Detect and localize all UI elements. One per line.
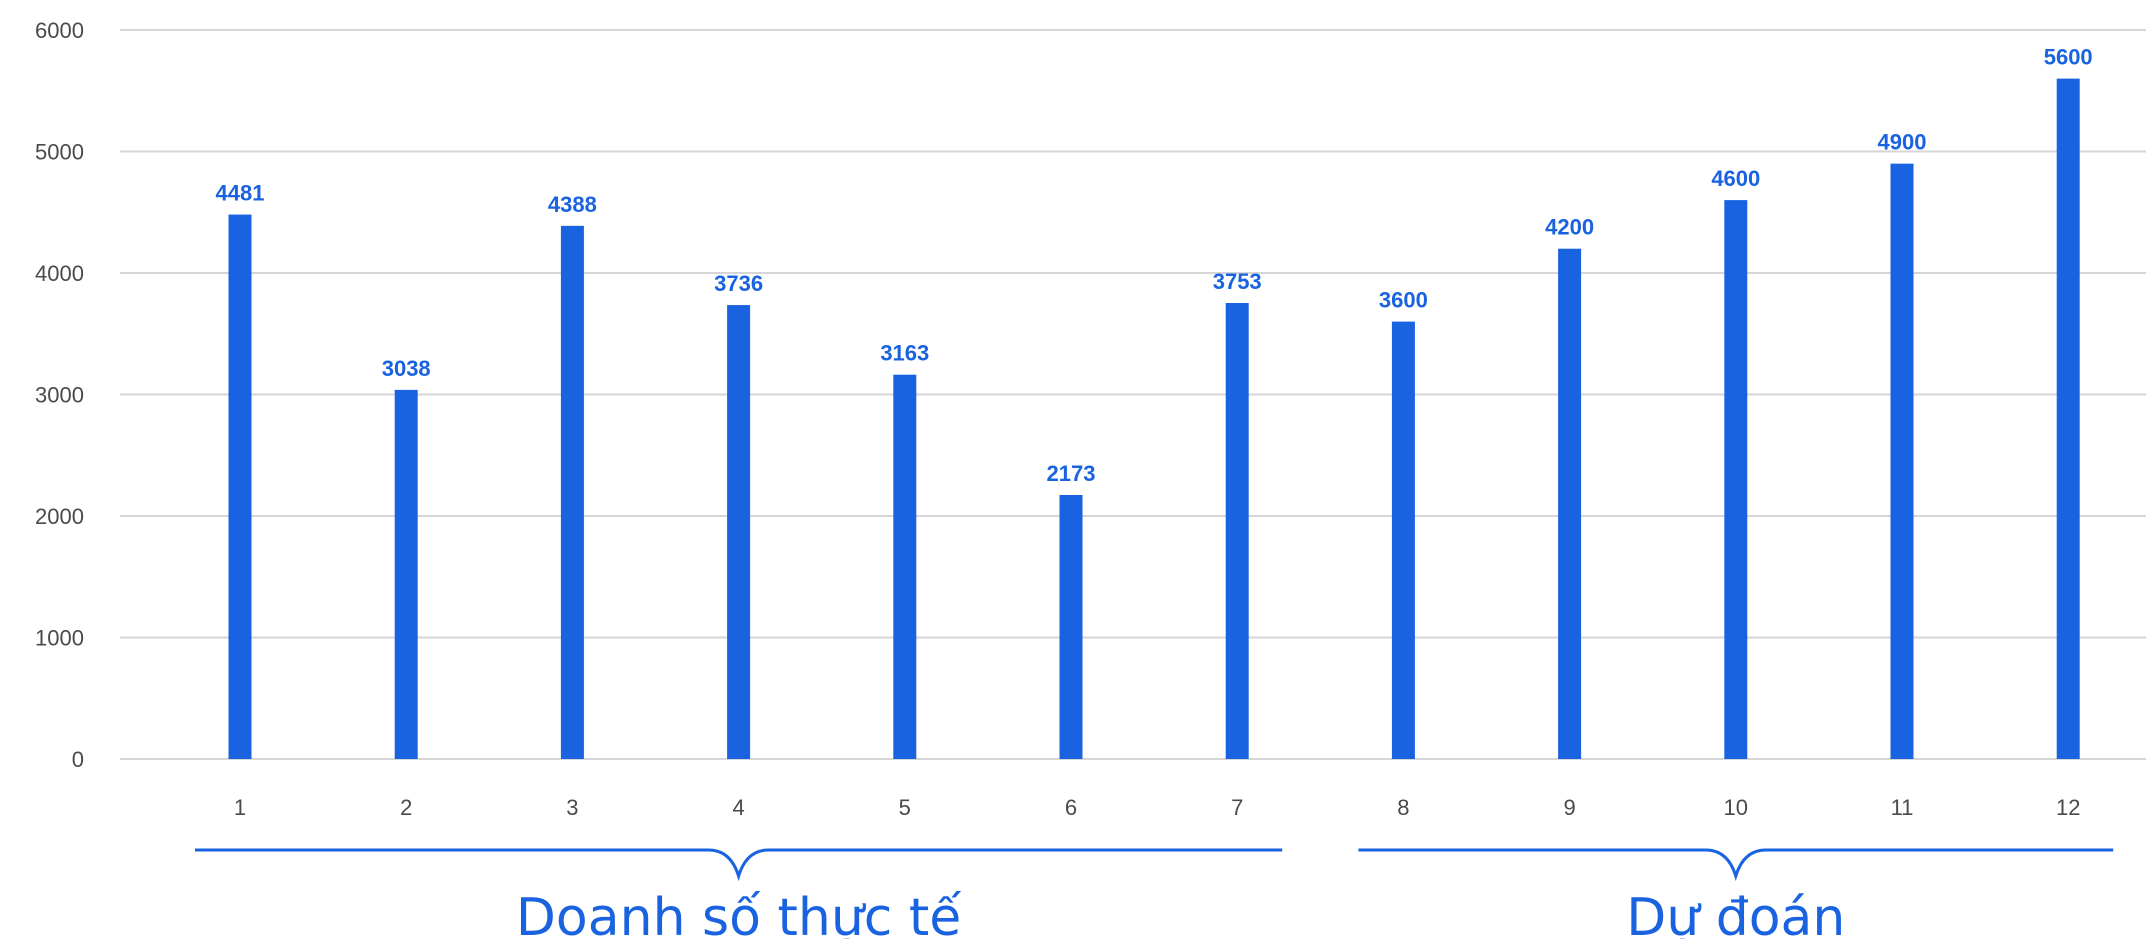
bar-2 bbox=[394, 389, 418, 759]
data-label: 4200 bbox=[1545, 215, 1594, 240]
data-label: 3163 bbox=[880, 341, 929, 366]
data-label: 4600 bbox=[1711, 166, 1760, 191]
data-label: 4388 bbox=[548, 192, 597, 217]
y-axis: 0 1000 2000 3000 4000 5000 6000 bbox=[35, 18, 84, 772]
x-tick-label: 12 bbox=[2056, 795, 2080, 820]
x-tick-label: 9 bbox=[1563, 795, 1575, 820]
y-tick-label: 1000 bbox=[35, 626, 84, 651]
data-label: 2173 bbox=[1047, 461, 1096, 486]
x-tick-label: 3 bbox=[566, 795, 578, 820]
gridlines bbox=[120, 29, 2146, 760]
data-label: 5600 bbox=[2044, 45, 2093, 70]
bar-11 bbox=[1890, 163, 1914, 759]
group-label-2: Dự đoán bbox=[1626, 888, 1845, 939]
y-tick-label: 2000 bbox=[35, 504, 84, 529]
x-tick-label: 5 bbox=[899, 795, 911, 820]
data-label: 3736 bbox=[714, 271, 763, 296]
bars: 4481 3038 4388 3736 3163 2173 3753 3600 4200 4600… bbox=[216, 45, 2093, 760]
x-tick-label: 6 bbox=[1065, 795, 1077, 820]
bar-12 bbox=[2056, 78, 2080, 760]
y-tick-label: 5000 bbox=[35, 140, 84, 165]
data-label: 3600 bbox=[1379, 288, 1428, 313]
category-groups: Doanh số thực tế Dự đoán bbox=[195, 848, 2114, 939]
bar-1 bbox=[228, 214, 252, 760]
bar-7 bbox=[1225, 303, 1249, 759]
x-tick-label: 8 bbox=[1397, 795, 1409, 820]
x-tick-label: 4 bbox=[732, 795, 744, 820]
x-tick-label: 11 bbox=[1891, 795, 1914, 820]
x-tick-label: 7 bbox=[1231, 795, 1243, 820]
y-tick-label: 0 bbox=[72, 747, 84, 772]
bar-3 bbox=[560, 225, 584, 759]
group-brace-2 bbox=[1358, 848, 2114, 882]
x-tick-label: 1 bbox=[234, 795, 246, 820]
y-tick-label: 3000 bbox=[35, 383, 84, 408]
data-label: 3038 bbox=[382, 356, 431, 381]
x-tick-label: 2 bbox=[400, 795, 412, 820]
y-tick-label: 6000 bbox=[35, 18, 84, 43]
data-label: 4900 bbox=[1878, 130, 1927, 155]
bar-6 bbox=[1059, 494, 1083, 759]
data-label: 4481 bbox=[216, 181, 265, 206]
bar-10 bbox=[1724, 200, 1748, 760]
bar-5 bbox=[893, 374, 917, 759]
x-tick-label: 10 bbox=[1724, 795, 1748, 820]
bar-8 bbox=[1391, 321, 1415, 759]
group-brace-1 bbox=[195, 848, 1283, 882]
bar-9 bbox=[1558, 248, 1582, 759]
bar-4 bbox=[727, 305, 751, 759]
group-label-1: Doanh số thực tế bbox=[516, 888, 961, 939]
y-tick-label: 4000 bbox=[35, 261, 84, 286]
x-axis: 1 2 3 4 5 6 7 8 9 10 11 12 bbox=[234, 795, 2081, 820]
data-label: 3753 bbox=[1213, 269, 1262, 294]
